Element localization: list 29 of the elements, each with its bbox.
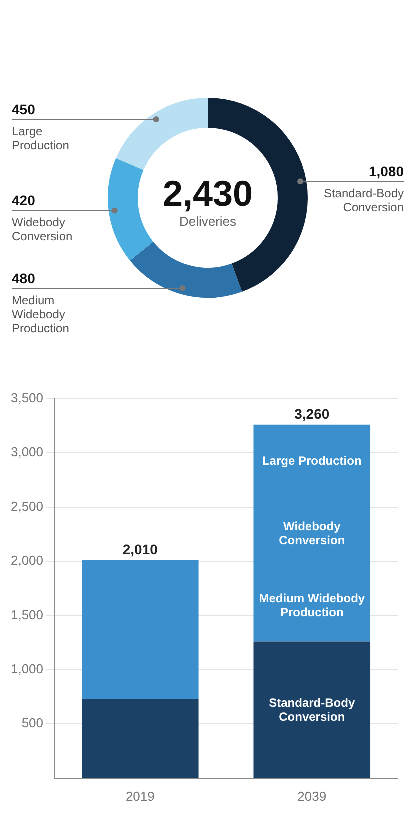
x-tick-label: 2039	[298, 788, 327, 804]
y-tick-label: 1,500	[10, 607, 44, 622]
bar	[82, 699, 199, 778]
data-label: 450	[12, 101, 36, 118]
slice-label: Large Production	[12, 124, 70, 152]
slice-label: Standard-Body Conversion	[324, 186, 404, 215]
bar	[82, 560, 199, 700]
text: Deliveries	[179, 214, 238, 229]
series-label: Standard-Body Conversion	[269, 696, 356, 724]
bar	[254, 424, 371, 642]
text: 2,430	[162, 173, 254, 214]
annotation: Medium Widebody Production	[259, 592, 366, 620]
y-tick-label: 1,000	[10, 662, 44, 677]
slice-label: Medium Widebody Production	[12, 294, 70, 336]
data-label: 1,080	[368, 164, 404, 180]
annotation: Large Production	[262, 454, 362, 468]
data-label: 480	[12, 270, 36, 287]
total-label: 2,010	[122, 541, 158, 558]
y-tick-label: 2,000	[10, 553, 44, 568]
y-tick-label: 2,500	[10, 498, 44, 514]
y-tick-label: 3,000	[10, 444, 44, 460]
bar	[254, 642, 371, 778]
x-tick-label: 2019	[126, 788, 155, 804]
y-tick-label: 3,500	[10, 390, 44, 406]
annotation: Widebody Conversion	[279, 519, 346, 548]
data-label: 420	[12, 192, 36, 209]
y-tick-label: 500	[22, 716, 44, 731]
slice-label: Widebody Conversion	[12, 216, 73, 244]
total-label: 3,260	[294, 406, 330, 422]
